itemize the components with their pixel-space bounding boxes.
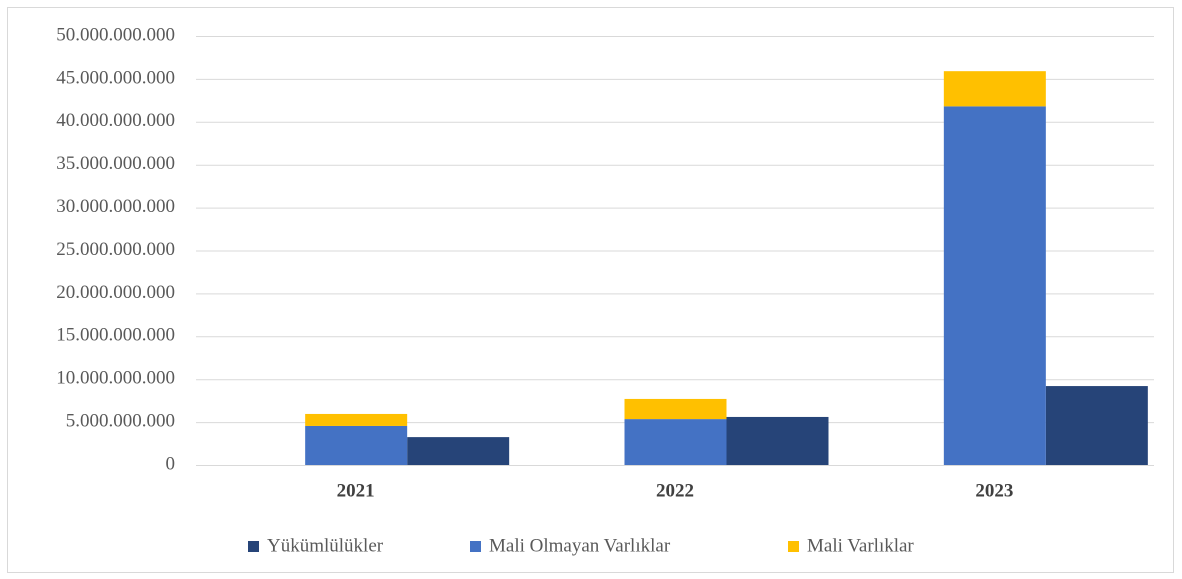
legend-swatch	[788, 541, 799, 552]
y-tick-label: 35.000.000.000	[56, 153, 175, 174]
legend-label: Mali Varlıklar	[807, 535, 914, 556]
bar	[943, 106, 1046, 465]
bar	[624, 398, 727, 420]
bar	[943, 71, 1046, 107]
legend-swatch	[470, 541, 481, 552]
bar	[624, 419, 727, 465]
y-tick-label: 5.000.000.000	[66, 410, 175, 431]
y-tick-label: 0	[166, 453, 176, 474]
y-tick-label: 30.000.000.000	[56, 196, 175, 217]
bar	[305, 425, 408, 465]
bar	[305, 413, 408, 426]
y-tick-label: 15.000.000.000	[56, 325, 175, 346]
x-tick-label: 2023	[975, 480, 1013, 501]
bar	[407, 437, 510, 465]
y-tick-label: 50.000.000.000	[56, 24, 175, 45]
x-tick-label: 2021	[337, 480, 375, 501]
x-tick-label: 2022	[656, 480, 694, 501]
legend-label: Mali Olmayan Varlıklar	[489, 535, 671, 556]
y-tick-label: 10.000.000.000	[56, 368, 175, 389]
bar	[726, 416, 829, 465]
legend-label: Yükümlülükler	[267, 535, 384, 556]
y-tick-label: 25.000.000.000	[56, 239, 175, 260]
y-tick-label: 20.000.000.000	[56, 282, 175, 303]
legend-swatch	[248, 541, 259, 552]
y-tick-label: 40.000.000.000	[56, 110, 175, 131]
bar	[1045, 386, 1148, 465]
y-tick-label: 45.000.000.000	[56, 67, 175, 88]
